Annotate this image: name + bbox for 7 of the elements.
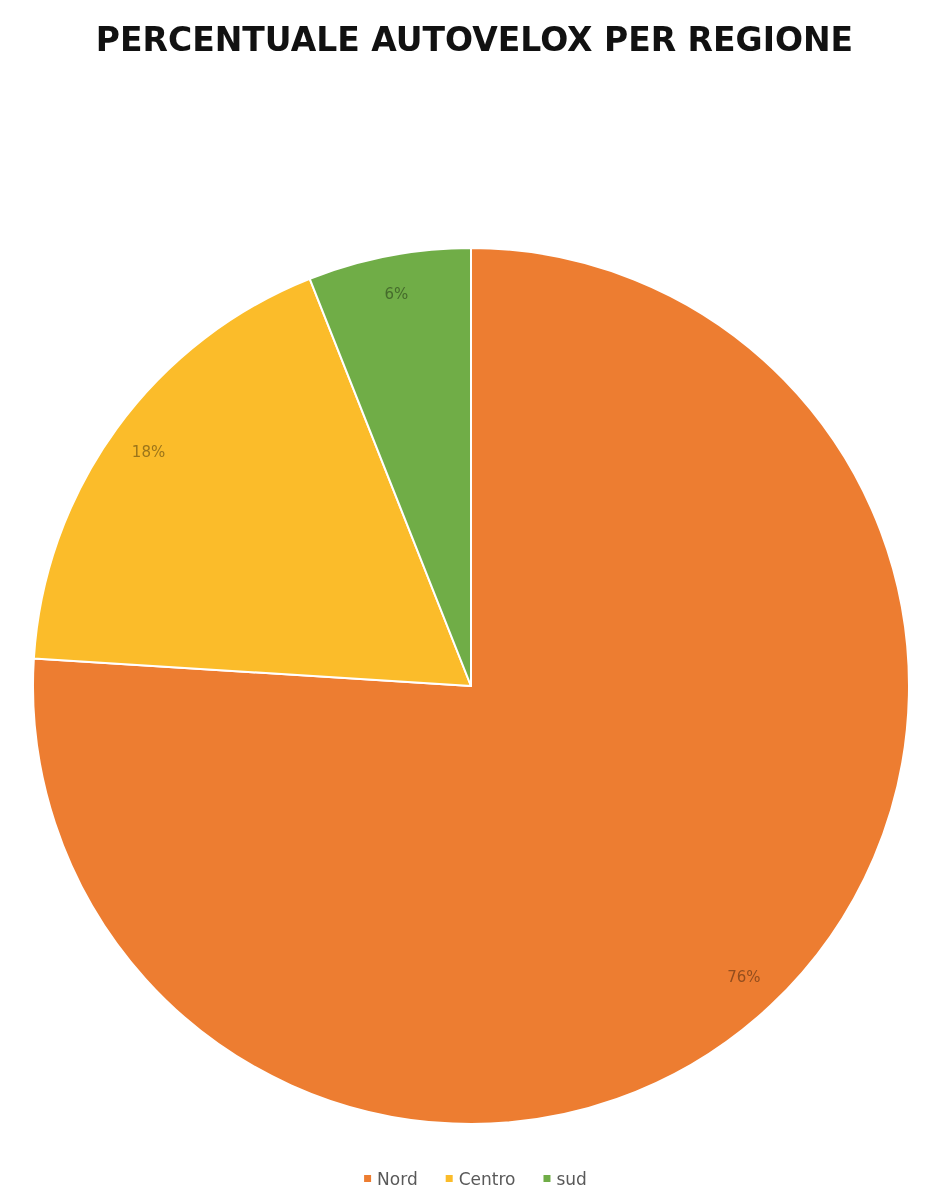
legend-label: Centro: [458, 1168, 516, 1189]
data-label: 18%: [131, 442, 166, 461]
legend-label: Nord: [377, 1168, 418, 1189]
chart-title: PERCENTUALE AUTOVELOX PER REGIONE: [95, 20, 854, 59]
legend-label: sud: [556, 1168, 587, 1189]
data-label: 76%: [727, 967, 761, 986]
data-label: 6%: [384, 285, 409, 304]
